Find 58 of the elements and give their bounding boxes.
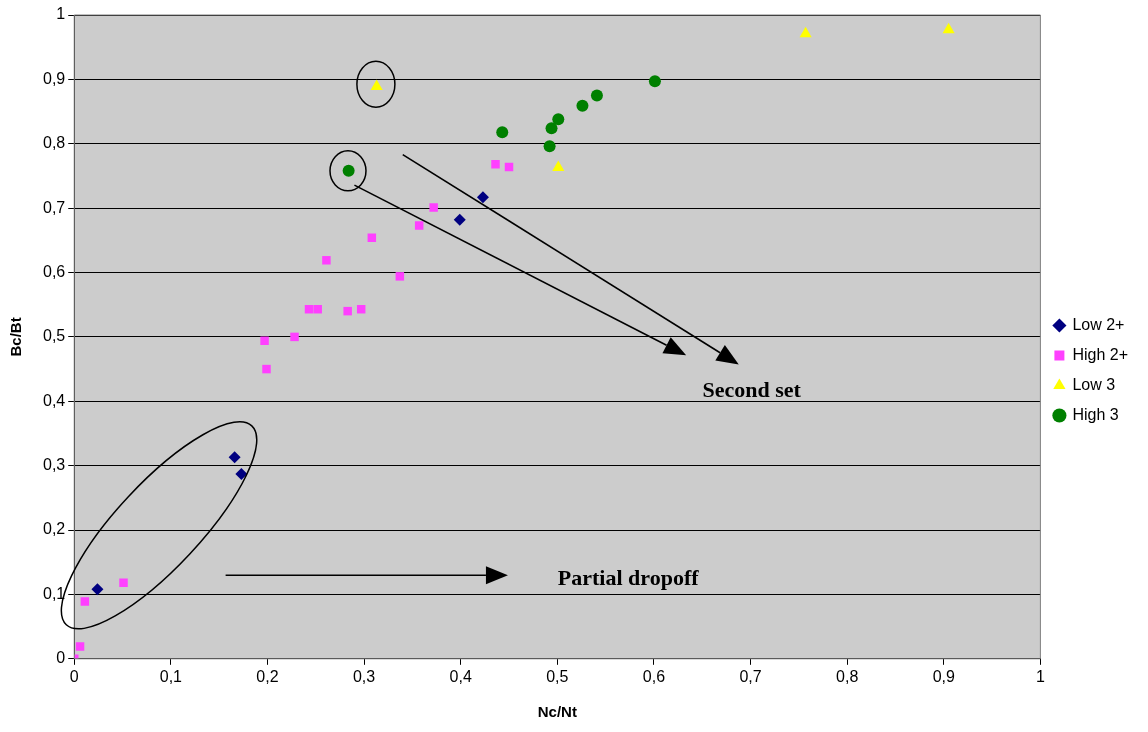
point (552, 160, 565, 172)
x-axis-title: Nc/Nt (537, 703, 577, 721)
x-tick-label: 0,5 (546, 667, 569, 685)
point (228, 451, 241, 464)
point (543, 140, 556, 153)
annotation: Second set (702, 376, 801, 403)
y-tick-label: 0,5 (42, 327, 66, 345)
x-tick-label: 0,9 (932, 667, 956, 685)
point (942, 22, 955, 34)
x-tick-label: 0,8 (836, 667, 859, 685)
y-tick-label: 1 (56, 5, 66, 23)
point (648, 75, 661, 88)
legend-label: Low 3 (1072, 375, 1116, 393)
point (343, 306, 352, 316)
point (476, 191, 489, 204)
point (290, 332, 299, 342)
y-axis-title: Bc/Bt (7, 317, 25, 357)
y-tick-label: 0 (56, 649, 66, 667)
x-tick-label: 0,4 (449, 667, 472, 685)
point (235, 468, 248, 481)
point (322, 256, 331, 265)
y-tick-label: 0,3 (42, 456, 66, 474)
legend-label: High 2+ (1072, 345, 1128, 363)
x-tick-label: 0,7 (739, 667, 762, 685)
y-tick-label: 0,4 (42, 391, 66, 409)
point (262, 364, 271, 374)
y-tick-label: 0,2 (42, 520, 66, 538)
point (313, 304, 322, 314)
point (260, 336, 269, 346)
point (429, 203, 438, 212)
y-tick-label: 0,1 (42, 584, 66, 602)
annotation: Partial dropoff (557, 565, 699, 592)
point (590, 89, 603, 102)
y-tick-label: 0,6 (42, 262, 66, 280)
point (395, 272, 405, 281)
point (75, 642, 85, 651)
point (453, 213, 466, 226)
y-tick-label: 0,8 (42, 134, 66, 152)
point (545, 122, 558, 135)
x-tick-label: 0,6 (642, 667, 666, 685)
x-tick-label: 0,2 (256, 667, 279, 685)
x-tick-label: 0 (69, 667, 79, 685)
x-tick-label: 0,3 (352, 667, 376, 685)
y-tick-label: 0,7 (42, 198, 66, 216)
y-tick-label: 0,9 (42, 69, 66, 87)
point (799, 26, 812, 38)
point (491, 160, 500, 169)
point (552, 113, 565, 126)
legend-label: High 3 (1072, 405, 1119, 423)
point (576, 99, 589, 112)
legend-label: Low 2+ (1072, 315, 1125, 333)
x-tick-label: 0,1 (159, 667, 183, 685)
point (91, 583, 104, 596)
point (80, 597, 90, 606)
point (496, 126, 509, 139)
point (119, 578, 128, 588)
x-tick-label: 1 (1035, 667, 1045, 685)
point (414, 221, 424, 230)
